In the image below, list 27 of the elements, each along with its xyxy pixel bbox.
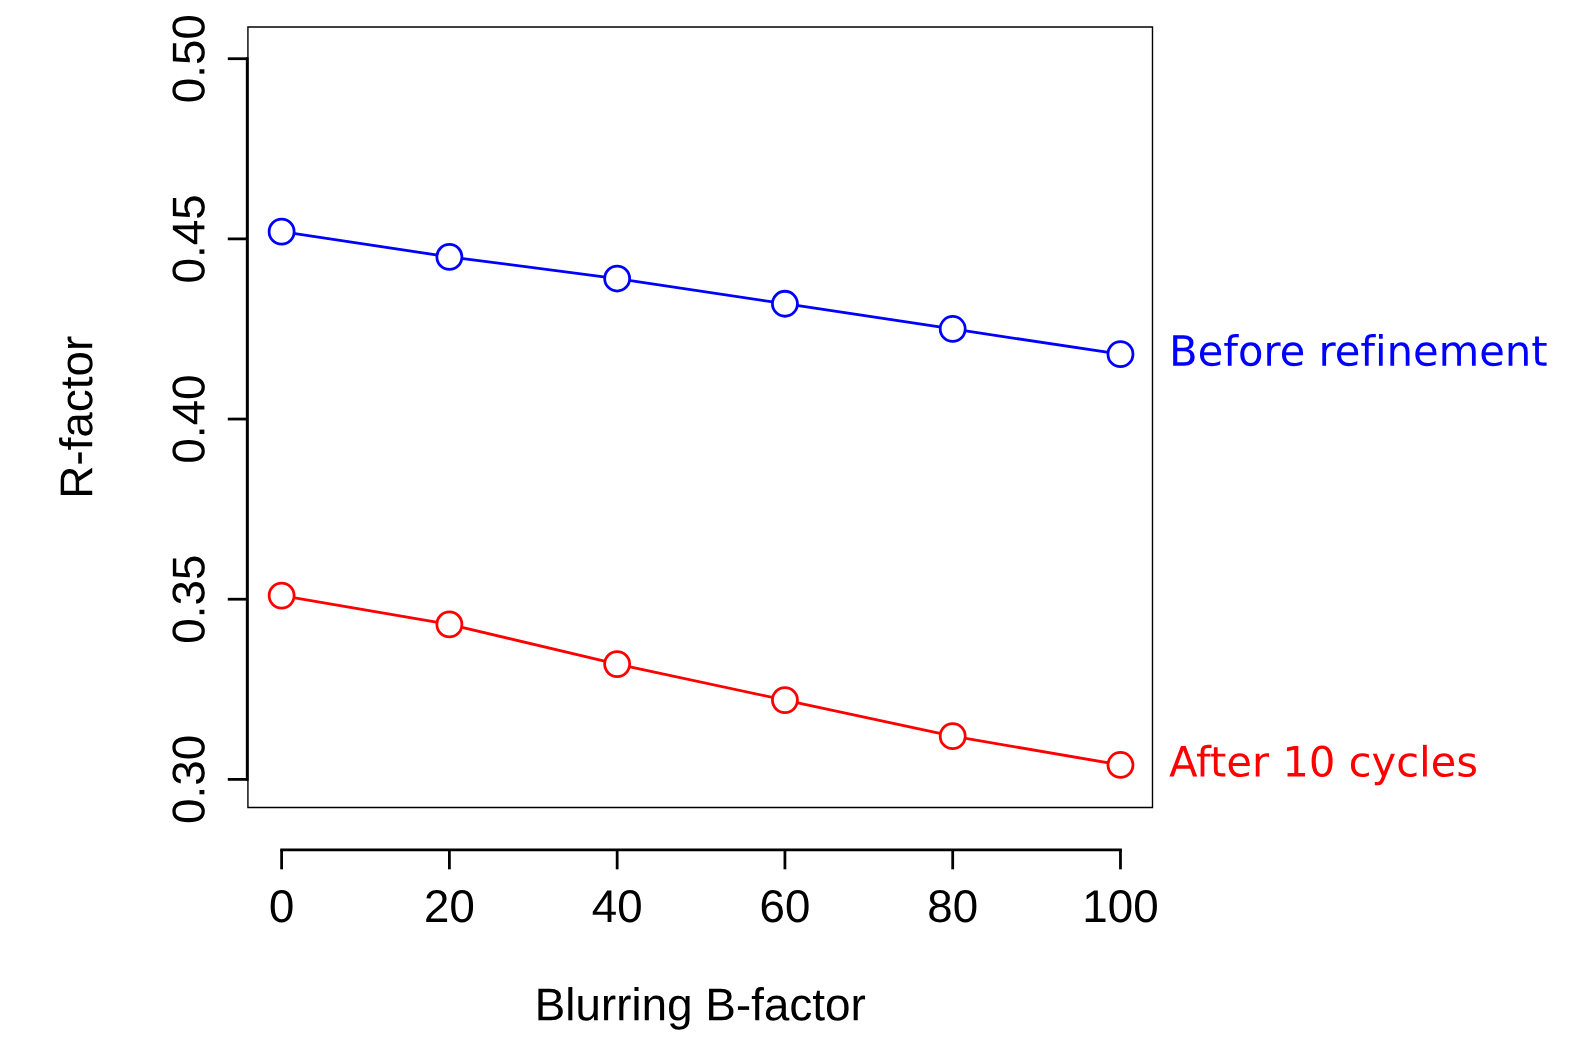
y-tick-label: 0.50: [172, 15, 205, 102]
series-label: Before refinement: [1173, 334, 1547, 367]
point: [267, 217, 296, 246]
point: [771, 686, 799, 715]
point: [1106, 751, 1135, 779]
x-tick-label: 80: [929, 889, 977, 923]
point: [435, 243, 464, 271]
point: [603, 264, 632, 293]
x-tick-label: 20: [426, 889, 474, 923]
point: [938, 315, 967, 343]
x-tick-label: 100: [1085, 889, 1157, 923]
point: [435, 610, 464, 639]
x-tick-label: 60: [761, 889, 809, 923]
y-tick-label: 0.35: [172, 556, 205, 643]
y-tick-label: 0.30: [172, 736, 205, 823]
point: [938, 722, 967, 751]
x-tick-label: 0: [270, 889, 293, 923]
y-tick-label: 0.45: [172, 196, 205, 282]
y-tick-label: 0.40: [172, 376, 205, 462]
point: [267, 581, 296, 610]
x-axis-title: Blurring B-factor: [538, 987, 866, 1030]
x-tick-label: 40: [592, 889, 641, 923]
y-axis-title: R-factor: [59, 336, 93, 495]
point: [771, 289, 799, 318]
series-label: After 10 cycles: [1169, 744, 1476, 786]
point: [1106, 340, 1135, 369]
point: [603, 650, 632, 678]
